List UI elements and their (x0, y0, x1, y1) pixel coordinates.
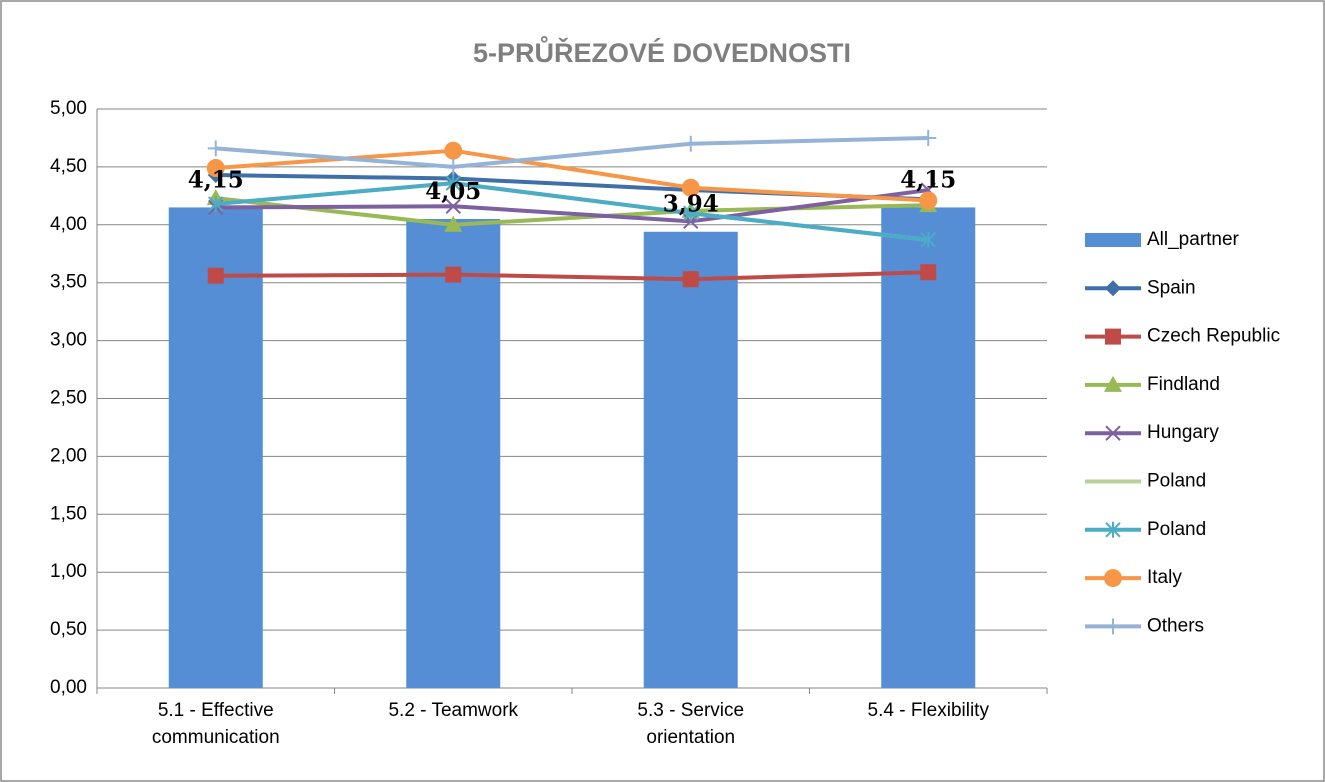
x-tick-label: 5.4 - Flexibility (867, 700, 989, 721)
marker (682, 271, 699, 288)
marker-shape (920, 129, 937, 146)
marker-shape (208, 195, 224, 212)
marker-shape (920, 264, 937, 281)
marker (682, 135, 699, 152)
marker (920, 264, 937, 281)
y-tick-label: 2,00 (50, 445, 87, 466)
marker-shape (681, 178, 700, 197)
marker (1105, 618, 1121, 635)
marker (206, 159, 225, 178)
marker (1105, 280, 1121, 297)
y-tick-label: 5,00 (50, 98, 87, 119)
y-tick-label: 1,00 (50, 561, 87, 582)
marker-shape (207, 140, 224, 157)
chart-title: 5-PRŮŘEZOVÉ DOVEDNOSTI (473, 35, 851, 68)
marker (207, 267, 224, 284)
series-line (215, 181, 929, 242)
y-tick-label: 3,00 (50, 330, 87, 351)
bar (643, 231, 738, 689)
marker-shape (920, 231, 936, 248)
legend-label: Hungary (1147, 422, 1219, 443)
marker-shape (1105, 618, 1121, 635)
marker-shape (207, 267, 224, 284)
marker-shape (444, 141, 463, 160)
x-tick-label: 5.2 - Teamwork (388, 700, 519, 721)
bar (168, 207, 263, 688)
marker (444, 141, 463, 160)
marker-shape (445, 175, 461, 192)
marker-shape (1105, 425, 1121, 441)
marker (920, 231, 936, 248)
marker (445, 266, 462, 283)
y-tick-label: 2,50 (50, 388, 87, 409)
y-tick-label: 4,50 (50, 156, 87, 177)
marker-shape (444, 215, 463, 232)
marker-shape (1105, 328, 1121, 345)
marker-shape (445, 198, 461, 214)
legend-label: Others (1147, 615, 1204, 636)
marker (445, 158, 462, 175)
x-tick-label: 5.1 - Effective communication (151, 700, 280, 748)
marker (444, 215, 463, 232)
marker-shape (683, 205, 699, 222)
marker (683, 205, 699, 222)
series-line (215, 270, 929, 282)
data-label: 4,15 (900, 166, 956, 193)
marker-shape (1105, 521, 1121, 538)
marker (445, 175, 461, 192)
marker (207, 140, 224, 157)
data-label: 4,05 (425, 178, 481, 205)
marker (920, 129, 937, 146)
y-tick-label: 1,50 (50, 503, 87, 524)
series-line (215, 188, 929, 224)
series-line (215, 135, 929, 169)
marker (919, 191, 938, 210)
legend-label: Czech Republic (1147, 326, 1280, 347)
x-tick-label: 5.3 - Service orientation (637, 700, 745, 748)
y-tick-label: 0,50 (50, 619, 87, 640)
marker-shape (682, 271, 699, 288)
y-tick-label: 0,00 (50, 677, 87, 698)
marker-shape (206, 159, 225, 178)
marker (208, 195, 224, 212)
marker (1105, 521, 1121, 538)
marker-shape (1104, 569, 1122, 588)
marker-shape (682, 135, 699, 152)
y-tick-label: 3,50 (50, 272, 87, 293)
series-line (215, 196, 929, 227)
marker-shape (1104, 375, 1122, 392)
marker (1105, 425, 1121, 441)
marker (1104, 569, 1122, 588)
marker-shape (445, 158, 462, 175)
marker (1104, 375, 1122, 392)
marker-shape (919, 191, 938, 210)
y-tick-label: 4,00 (50, 214, 87, 235)
legend-label: Spain (1147, 277, 1196, 298)
legend-label: All_partner (1147, 229, 1240, 250)
marker-shape (445, 266, 462, 283)
marker (445, 198, 461, 214)
legend-label: Poland (1147, 519, 1206, 540)
marker (681, 178, 700, 197)
data-label: 4,15 (188, 166, 244, 193)
bar (881, 207, 976, 688)
legend-label: Poland (1147, 471, 1206, 492)
legend-label: Findland (1147, 374, 1220, 395)
legend-swatch (1085, 233, 1141, 247)
data-label: 3,94 (663, 191, 719, 218)
marker-shape (1105, 280, 1121, 297)
marker (1105, 328, 1121, 345)
bar (406, 219, 501, 688)
legend-label: Italy (1147, 567, 1182, 588)
